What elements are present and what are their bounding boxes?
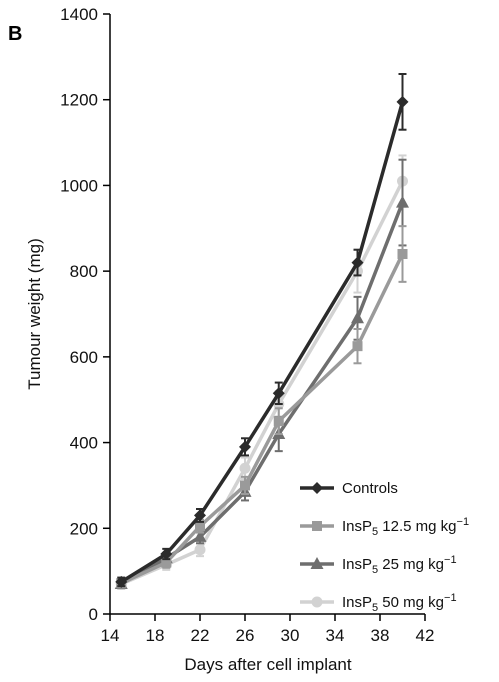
data-point [240,480,250,491]
x-tick-label: 38 [371,626,390,645]
axes: 0 200 400 600 800 1000 1200 1400 14 18 22 26 30 34 38… [25,5,434,674]
y-tick-label: 600 [70,348,98,367]
data-point [396,195,409,208]
legend-item: InsP5 12.5 mg kg−1 [300,516,469,538]
data-point [160,548,173,560]
data-point [351,311,364,324]
legend-label-subscript: 5 [372,564,378,576]
panel-label: B [8,23,22,45]
legend-label-prefix: InsP [342,594,372,611]
data-point [396,95,409,108]
data-point [194,544,206,556]
legend-item: InsP5 50 mg kg−1 [300,592,457,614]
y-tick-label: 200 [70,519,98,538]
data-point [352,341,363,352]
x-tick-label: 14 [101,626,120,645]
y-ticks: 0 200 400 600 800 1000 1200 1400 [60,5,110,624]
y-tick-label: 1200 [60,91,98,110]
y-tick-label: 1400 [60,5,98,24]
x-tick-label: 18 [146,626,165,645]
legend-item: Controls [300,480,398,497]
y-tick-label: 800 [70,262,98,281]
legend-label-superscript: −1 [457,516,470,528]
legend-swatch-marker [312,521,322,531]
data-point [193,529,207,542]
x-tick-label: 30 [281,626,300,645]
x-ticks: 14 18 22 26 30 34 38 42 [101,614,435,645]
legend-label-prefix: InsP [342,556,372,573]
data-point [194,509,206,522]
y-tick-label: 0 [89,605,98,624]
legend-swatch-marker [311,596,323,608]
data-point [272,387,285,400]
legend-swatch-marker [310,557,324,569]
legend-label: Controls [342,480,398,497]
series-0 [115,73,409,588]
data-point [115,575,128,588]
legend-label: InsP5 25 mg kg−1 [342,554,457,576]
legend-swatch-marker [311,482,323,494]
x-tick-label: 42 [416,626,435,645]
data-point [239,462,251,474]
plot-series [114,73,409,590]
legend-label: InsP5 12.5 mg kg−1 [342,516,469,538]
legend-item: InsP5 25 mg kg−1 [300,554,457,576]
legend-label-superscript: −1 [444,554,457,566]
legend-label-prefix: InsP [342,518,372,535]
data-point [239,440,251,453]
data-point [397,249,408,259]
legend-label-suffix: 25 mg kg [378,556,444,573]
legend-label-prefix: Controls [342,480,398,497]
legend-label: InsP5 50 mg kg−1 [342,592,457,614]
legend-label-suffix: 12.5 mg kg [378,518,456,535]
data-point [351,256,364,269]
x-axis-title: Days after cell implant [184,655,352,674]
x-tick-label: 34 [326,626,345,645]
y-axis-title: Tumour weight (mg) [25,238,44,389]
x-tick-label: 22 [191,626,210,645]
y-tick-label: 400 [70,434,98,453]
data-point [195,521,205,532]
legend-label-subscript: 5 [372,526,378,538]
legend-label-suffix: 50 mg kg [378,594,444,611]
legend-label-superscript: −1 [444,592,457,604]
x-tick-label: 26 [236,626,255,645]
y-tick-label: 1000 [60,176,98,195]
legend-label-subscript: 5 [372,602,378,614]
data-point [273,416,284,427]
data-point [161,557,172,568]
